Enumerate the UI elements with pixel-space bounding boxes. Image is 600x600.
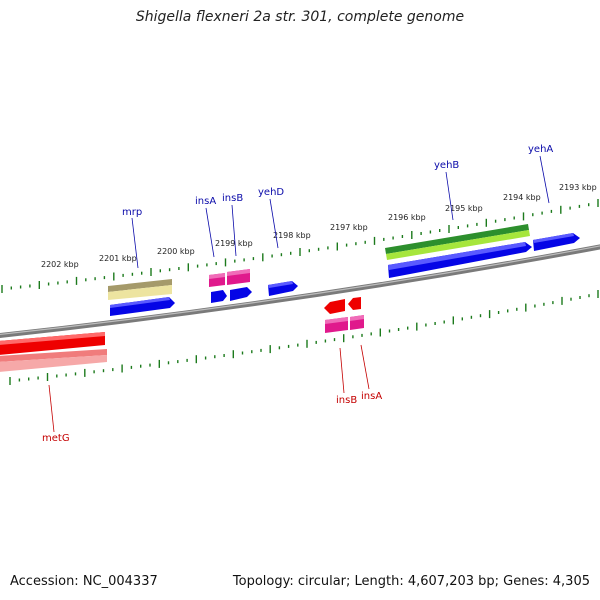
gene-label-metG: metG bbox=[42, 433, 70, 444]
yehA-feature[interactable] bbox=[533, 233, 580, 251]
ticks-outer bbox=[1, 199, 599, 293]
scale-label: 2197 kbp bbox=[330, 223, 368, 232]
insB-feature[interactable] bbox=[227, 269, 252, 301]
gene-label-insA: insA bbox=[195, 196, 216, 207]
genome-backbone-highlight bbox=[0, 245, 600, 336]
gene-label-insB: insB bbox=[222, 193, 243, 204]
scale-label: 2196 kbp bbox=[388, 213, 426, 222]
scale-label: 2199 kbp bbox=[215, 239, 253, 248]
scale-labels: 2193 kbp 2194 kbp 2195 kbp 2196 kbp 2197… bbox=[41, 183, 597, 269]
scale-label: 2200 kbp bbox=[157, 247, 195, 256]
gene-label-yehB: yehB bbox=[434, 160, 459, 171]
scale-label: 2201 kbp bbox=[99, 254, 137, 263]
yehB-feature[interactable] bbox=[385, 224, 532, 278]
gene-label-yehD: yehD bbox=[258, 187, 284, 198]
ticks-inner bbox=[9, 290, 599, 385]
gene-label-insB-reverse: insB bbox=[336, 395, 357, 406]
gene-label-yehA: yehA bbox=[528, 144, 553, 155]
scale-label: 2198 kbp bbox=[273, 231, 311, 240]
scale-label: 2195 kbp bbox=[445, 204, 483, 213]
insB-reverse-feature[interactable] bbox=[324, 299, 348, 333]
reverse-gene-labels: insB insA metG bbox=[42, 344, 382, 444]
genome-backbone bbox=[0, 244, 600, 338]
insA-reverse-feature[interactable] bbox=[348, 297, 364, 330]
accession-text: Accession: NC_004337 bbox=[10, 574, 158, 589]
yehD-feature[interactable] bbox=[268, 281, 298, 296]
gene-label-insA-reverse: insA bbox=[361, 391, 382, 402]
metG-feature[interactable] bbox=[0, 332, 107, 372]
forward-gene-labels: yehA yehB yehD insB insA mrp bbox=[122, 144, 553, 269]
insA-feature[interactable] bbox=[209, 273, 227, 303]
gene-label-mrp: mrp bbox=[122, 207, 142, 218]
mrp-feature[interactable] bbox=[108, 279, 175, 316]
map-title: Shigella flexneri 2a str. 301, complete … bbox=[135, 9, 465, 25]
scale-label: 2193 kbp bbox=[559, 183, 597, 192]
topology-text: Topology: circular; Length: 4,607,203 bp… bbox=[232, 574, 590, 589]
scale-label: 2202 kbp bbox=[41, 260, 79, 269]
scale-label: 2194 kbp bbox=[503, 193, 541, 202]
